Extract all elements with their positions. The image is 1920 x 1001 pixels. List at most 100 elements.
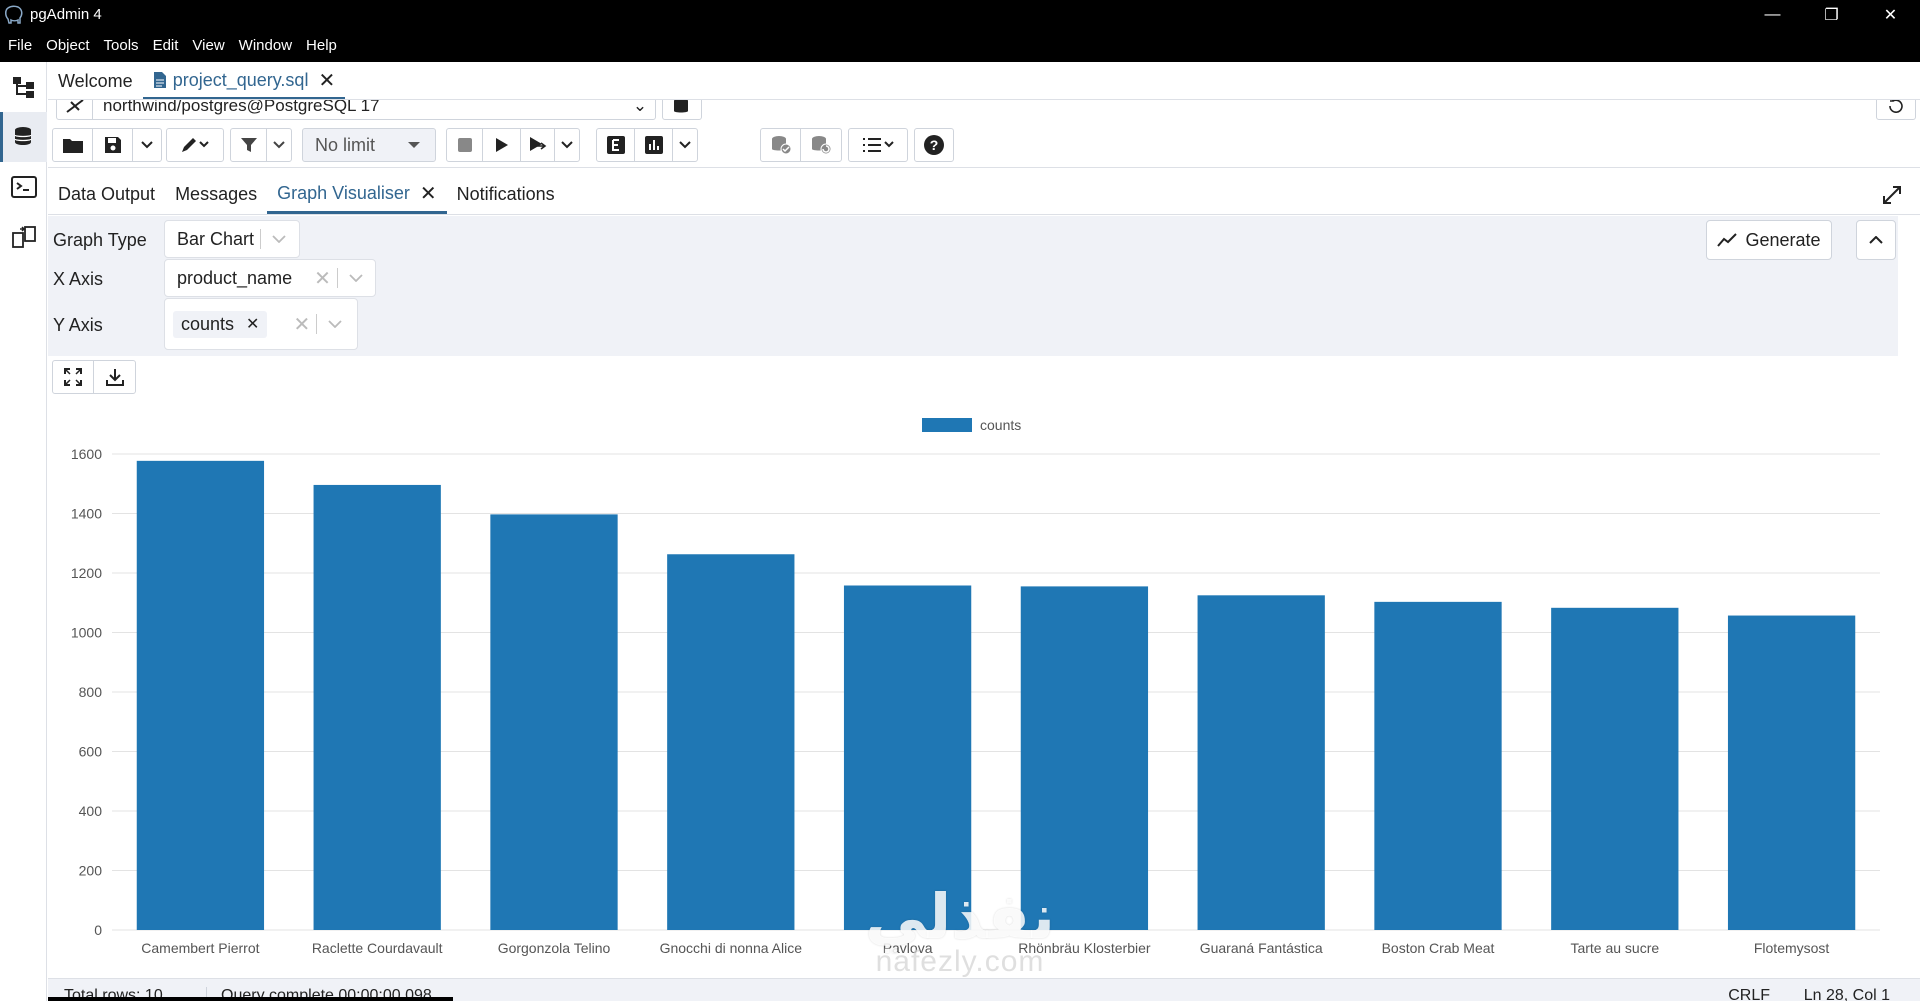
x-axis-select[interactable]: product_name ✕ xyxy=(164,259,376,297)
tab-data-output-label: Data Output xyxy=(58,184,156,204)
tab-data-output[interactable]: Data Output xyxy=(48,175,165,214)
refresh-icon xyxy=(1889,100,1903,113)
tab-notifications-label: Notifications xyxy=(456,184,555,204)
schema-diff-button[interactable] xyxy=(0,212,47,262)
editor-tab-bar: Welcome project_query.sql ✕ xyxy=(48,62,1920,100)
object-explorer-button[interactable] xyxy=(0,62,47,112)
refresh-button[interactable] xyxy=(1876,100,1916,120)
play-script-icon xyxy=(529,137,546,151)
filter-icon xyxy=(240,138,257,152)
title-bar: pgAdmin 4 — ❐ ✕ xyxy=(0,0,1920,29)
chevron-down-icon xyxy=(679,141,691,149)
menu-tools[interactable]: Tools xyxy=(103,37,139,54)
download-icon xyxy=(105,369,124,386)
plot-actions xyxy=(52,360,136,394)
filter-button[interactable] xyxy=(231,129,267,161)
close-window-button[interactable]: ✕ xyxy=(1883,6,1898,24)
bar xyxy=(136,460,265,930)
remove-chip-icon[interactable]: ✕ xyxy=(246,316,260,333)
y-tick-label: 600 xyxy=(79,744,103,760)
y-axis-select[interactable]: counts ✕ ✕ xyxy=(164,298,358,350)
select-separator xyxy=(260,229,262,249)
tab-graph-visualiser-label: Graph Visualiser xyxy=(277,182,410,203)
explain-icon xyxy=(606,136,625,154)
help-group: ? xyxy=(914,128,954,162)
execute-button[interactable] xyxy=(483,129,521,161)
bar xyxy=(843,585,972,930)
explain-analyze-button[interactable] xyxy=(635,129,673,161)
limit-select[interactable]: No limit xyxy=(302,128,436,162)
tab-messages[interactable]: Messages xyxy=(165,175,267,214)
chevron-down-icon xyxy=(323,320,347,328)
explain-options-dropdown[interactable] xyxy=(673,129,697,161)
generate-button[interactable]: Generate xyxy=(1706,220,1832,260)
edit-button[interactable] xyxy=(167,129,223,161)
y-tick-label: 1200 xyxy=(71,565,102,581)
x-tick-label: Gorgonzola Telino xyxy=(498,940,611,956)
rollback-button[interactable] xyxy=(801,129,841,161)
tab-welcome[interactable]: Welcome xyxy=(48,63,143,99)
help-button[interactable]: ? xyxy=(915,129,953,161)
new-connection-button[interactable] xyxy=(662,100,702,120)
execute-options-dropdown[interactable] xyxy=(555,129,579,161)
query-toolbar: No limit ? xyxy=(48,122,1920,168)
filter-dropdown[interactable] xyxy=(267,129,291,161)
psql-tool-button[interactable] xyxy=(0,162,47,212)
save-file-button[interactable] xyxy=(93,129,133,161)
svg-text:?: ? xyxy=(930,137,939,153)
restore-button[interactable]: ❐ xyxy=(1824,6,1839,24)
graph-type-label: Graph Type xyxy=(53,230,147,250)
clear-icon[interactable]: ✕ xyxy=(293,313,311,336)
close-tab-icon[interactable]: ✕ xyxy=(419,182,437,205)
macros-button[interactable] xyxy=(849,129,907,161)
stop-button[interactable] xyxy=(447,129,483,161)
query-tool-button[interactable] xyxy=(0,112,47,162)
pgadmin-elephant-icon xyxy=(5,5,23,24)
explain-group xyxy=(596,128,698,162)
execute-group xyxy=(446,128,580,162)
expand-panel-icon[interactable] xyxy=(1882,185,1902,205)
collapse-options-button[interactable] xyxy=(1856,220,1896,260)
explain-button[interactable] xyxy=(597,129,635,161)
x-tick-label: Pavlova xyxy=(883,940,933,956)
left-activity-bar xyxy=(0,62,47,1001)
menu-help[interactable]: Help xyxy=(306,37,337,54)
generate-label: Generate xyxy=(1745,229,1821,250)
menu-edit[interactable]: Edit xyxy=(152,37,179,54)
x-tick-label: Rhönbräu Klosterbier xyxy=(1018,940,1151,956)
open-file-button[interactable] xyxy=(53,129,93,161)
commit-button[interactable] xyxy=(761,129,801,161)
menu-file[interactable]: File xyxy=(8,37,33,54)
commit-icon xyxy=(771,136,791,155)
download-button[interactable] xyxy=(94,361,135,393)
menu-view[interactable]: View xyxy=(192,37,225,54)
chevron-down-icon xyxy=(141,141,153,149)
execute-script-button[interactable] xyxy=(521,129,555,161)
chevron-down-icon xyxy=(267,235,291,243)
menu-bar: File Object Tools Edit View Window Help xyxy=(0,29,1920,62)
graph-type-select[interactable]: Bar Chart xyxy=(164,220,300,258)
menu-window[interactable]: Window xyxy=(238,37,293,54)
macros-group xyxy=(848,128,908,162)
y-tick-label: 200 xyxy=(79,863,103,879)
legend-swatch xyxy=(922,418,972,432)
chevron-down-icon: ⌄ xyxy=(632,100,648,115)
database-icon xyxy=(14,127,32,145)
clear-icon[interactable]: ✕ xyxy=(314,267,331,290)
terminal-icon xyxy=(10,176,37,198)
minimize-button[interactable]: — xyxy=(1764,5,1781,23)
bar xyxy=(667,554,795,930)
file-group xyxy=(52,128,162,162)
save-options-dropdown[interactable] xyxy=(133,129,161,161)
close-tab-icon[interactable]: ✕ xyxy=(318,69,336,92)
x-tick-label: Raclette Courdavault xyxy=(312,940,443,956)
tab-notifications[interactable]: Notifications xyxy=(447,175,565,214)
bar xyxy=(1727,615,1856,930)
menu-object[interactable]: Object xyxy=(46,37,90,54)
fullscreen-button[interactable] xyxy=(53,361,94,393)
y-tick-label: 1400 xyxy=(71,506,102,522)
tab-graph-visualiser[interactable]: Graph Visualiser ✕ xyxy=(267,175,447,214)
connection-select[interactable]: northwind/postgres@PostgreSQL 17 ⌄ xyxy=(56,100,656,120)
bar xyxy=(313,484,441,930)
tab-project-query[interactable]: project_query.sql ✕ xyxy=(142,63,346,99)
